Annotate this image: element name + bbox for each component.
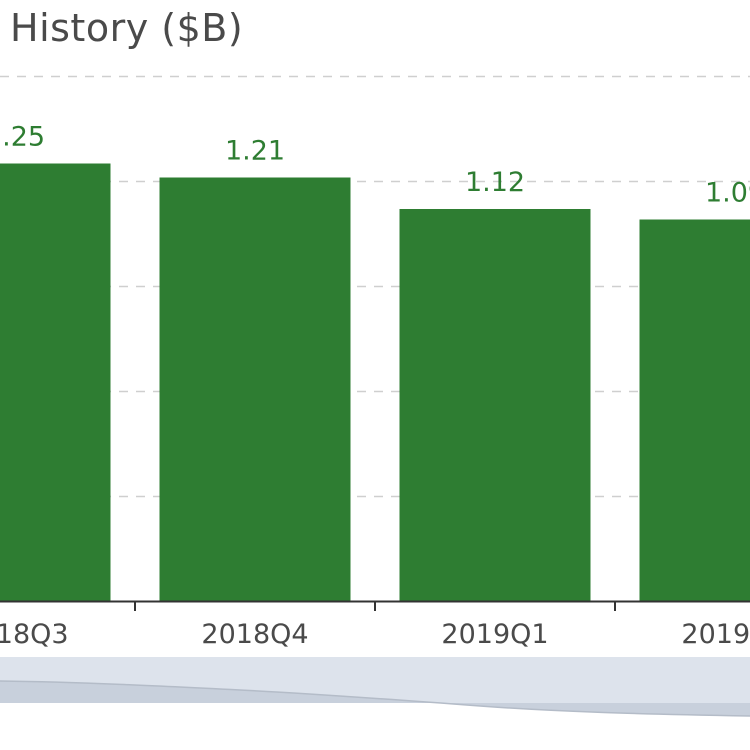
bar-2019Q1: [399, 209, 591, 601]
bar-2019Q2: [639, 219, 750, 601]
bar-value-label: 1.21: [225, 136, 285, 167]
x-tick-label: 2018Q3: [0, 619, 69, 650]
bar-2018Q3: [0, 163, 111, 601]
zoom-slider-data-line: [0, 680, 750, 717]
x-tick-label: 2018Q4: [201, 619, 308, 650]
bar-value-labels: 1.25 1.21 1.12 1.09: [0, 122, 750, 209]
bar-value-label: 1.12: [465, 167, 525, 198]
x-tick-label: 2019Q2: [681, 619, 750, 650]
grid-lines: [0, 75, 750, 498]
data-zoom-slider[interactable]: [0, 657, 750, 717]
x-axis: 2018Q3 2018Q4 2019Q1 2019Q2: [0, 600, 750, 650]
bar-value-label: 1.25: [0, 122, 45, 153]
chart-title: History ($B): [10, 6, 244, 50]
bar-value-label: 1.09: [705, 178, 750, 209]
bar-2018Q4: [159, 177, 351, 601]
bars: [0, 163, 750, 601]
x-tick-label: 2019Q1: [441, 619, 548, 650]
